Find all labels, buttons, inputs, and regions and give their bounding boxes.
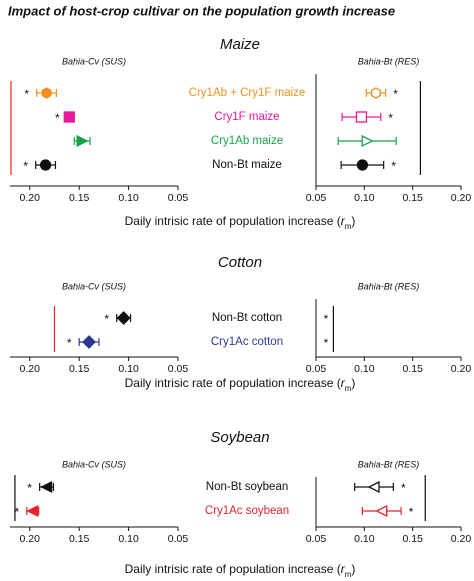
marker <box>355 111 368 123</box>
significance-star: * <box>391 159 396 173</box>
category-label: Cry1Ab + Cry1F maize <box>189 87 306 99</box>
x-axis-label-part: r <box>341 376 346 390</box>
x-tick-label: 0.15 <box>69 192 90 204</box>
x-axis-label-part: r <box>341 214 346 228</box>
figure-title: Impact of host-crop cultivar on the popu… <box>8 3 395 18</box>
x-tick-label: 0.05 <box>306 533 327 545</box>
x-axis-label-part: ) <box>351 376 355 390</box>
crop-title: Soybean <box>210 429 269 446</box>
x-axis-label-part: m <box>345 222 352 231</box>
panel-subtitle: Bahia-Bt (RES) <box>358 56 420 66</box>
significance-star: * <box>24 87 29 101</box>
panel-subtitle: Bahia-Cv (SUS) <box>62 459 126 469</box>
marker <box>356 159 369 171</box>
significance-star: * <box>55 111 60 125</box>
marker <box>39 159 52 171</box>
significance-star: * <box>23 159 28 173</box>
category-label: Non-Bt soybean <box>206 481 288 493</box>
significance-star: * <box>324 336 329 350</box>
x-tick-label: 0.15 <box>69 533 90 545</box>
marker <box>361 134 374 148</box>
crop-title: Maize <box>220 36 260 53</box>
x-axis-label-part: ) <box>351 562 355 576</box>
x-tick-label: 0.05 <box>168 192 189 204</box>
marker <box>26 504 39 518</box>
x-tick-label: 0.10 <box>118 533 139 545</box>
significance-star: * <box>27 481 32 495</box>
panel-subtitle: Bahia-Bt (RES) <box>358 459 420 469</box>
x-axis-label: Daily intrisic rate of population increa… <box>125 214 356 230</box>
x-tick-label: 0.10 <box>354 533 375 545</box>
x-axis-label-part: Daily intrisic rate of population increa… <box>125 214 341 228</box>
x-tick-label: 0.20 <box>451 533 472 545</box>
marker <box>40 480 53 494</box>
significance-star: * <box>393 87 398 101</box>
x-tick-label: 0.10 <box>118 192 139 204</box>
significance-star: * <box>409 505 414 519</box>
x-axis-label-part: ) <box>351 214 355 228</box>
category-label: Cry1Ac cotton <box>211 336 283 348</box>
x-axis-label-part: Daily intrisic rate of population increa… <box>125 562 341 576</box>
x-axis-label-part: Daily intrisic rate of population increa… <box>125 376 341 390</box>
category-label: Cry1F maize <box>214 111 279 123</box>
marker <box>375 504 388 518</box>
x-tick-label: 0.15 <box>402 363 423 375</box>
x-tick-label: 0.05 <box>306 192 327 204</box>
marker <box>367 480 380 494</box>
marker <box>41 87 52 99</box>
category-label: Cry1Ab maize <box>211 135 283 147</box>
x-tick-label: 0.05 <box>306 363 327 375</box>
panel-subtitle: Bahia-Cv (SUS) <box>62 281 126 291</box>
x-tick-label: 0.20 <box>20 533 41 545</box>
marker <box>63 111 75 123</box>
x-axis-label-part: m <box>345 570 352 579</box>
x-tick-label: 0.20 <box>20 192 41 204</box>
marker <box>116 311 131 325</box>
x-tick-label: 0.15 <box>402 192 423 204</box>
x-tick-label: 0.05 <box>168 533 189 545</box>
crop-title: Cotton <box>218 254 262 271</box>
category-label: Non-Bt cotton <box>212 312 282 324</box>
x-axis-label: Daily intrisic rate of population increa… <box>125 376 356 392</box>
x-tick-label: 0.10 <box>354 192 375 204</box>
marker <box>82 335 96 349</box>
x-tick-label: 0.10 <box>118 363 139 375</box>
marker <box>370 87 381 99</box>
panel-subtitle: Bahia-Bt (RES) <box>358 281 420 291</box>
x-axis-label-part: r <box>341 562 346 576</box>
x-tick-label: 0.15 <box>69 363 90 375</box>
category-label: Cry1Ac soybean <box>205 505 289 517</box>
panel-subtitle: Bahia-Cv (SUS) <box>62 56 126 66</box>
significance-star: * <box>388 111 393 125</box>
x-axis-label: Daily intrisic rate of population increa… <box>125 562 356 578</box>
x-tick-label: 0.20 <box>20 363 41 375</box>
x-tick-label: 0.10 <box>354 363 375 375</box>
category-label: Non-Bt maize <box>212 159 282 171</box>
significance-star: * <box>67 336 72 350</box>
marker <box>76 134 89 148</box>
x-tick-label: 0.20 <box>451 192 472 204</box>
significance-star: * <box>104 312 109 326</box>
x-tick-label: 0.05 <box>168 363 189 375</box>
significance-star: * <box>324 312 329 326</box>
x-axis-label-part: m <box>345 384 352 393</box>
significance-star: * <box>14 505 19 519</box>
significance-star: * <box>401 481 406 495</box>
x-tick-label: 0.15 <box>402 533 423 545</box>
x-tick-label: 0.20 <box>451 363 472 375</box>
